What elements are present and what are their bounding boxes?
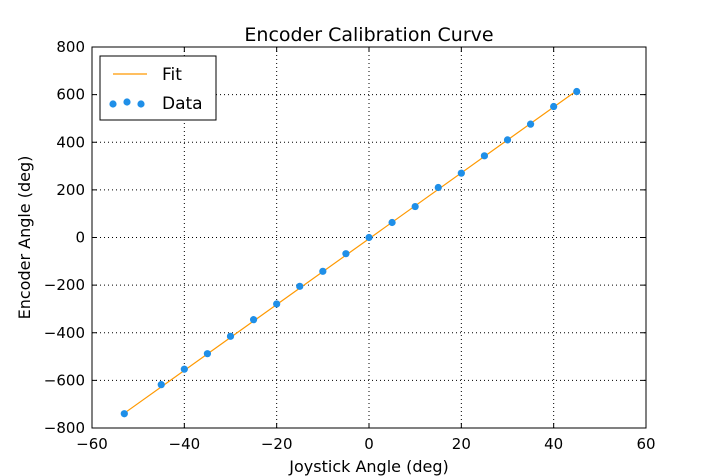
chart-title: Encoder Calibration Curve	[244, 24, 493, 46]
legend-data-swatch	[123, 98, 131, 106]
legend: Fit Data	[99, 55, 217, 121]
x-axis-label: Joystick Angle (deg)	[288, 457, 448, 476]
x-tick-label: 0	[364, 435, 374, 453]
y-tick-label: 600	[56, 86, 85, 104]
data-point	[180, 365, 188, 373]
y-tick-label: 0	[75, 229, 85, 247]
data-point	[120, 410, 128, 418]
y-tick-label: 200	[56, 181, 85, 199]
x-tick-label: −40	[169, 435, 201, 453]
y-tick-label: −400	[44, 324, 85, 342]
y-tick-label: 800	[56, 38, 85, 56]
data-point	[550, 102, 558, 111]
data-point	[388, 218, 396, 227]
legend-data-swatch	[137, 100, 145, 108]
data-point	[157, 381, 165, 389]
data-point	[526, 120, 535, 128]
x-tick-label: −20	[261, 435, 293, 453]
x-tick-label: 40	[544, 435, 563, 453]
y-tick-label: −600	[44, 371, 85, 389]
data-point	[319, 267, 327, 275]
data-point	[273, 300, 281, 308]
legend-data-label: Data	[162, 94, 203, 114]
data-point	[457, 169, 465, 177]
y-axis-label: Encoder Angle (deg)	[15, 156, 34, 320]
data-point	[573, 87, 581, 96]
data-point	[411, 202, 419, 211]
x-tick-label: −60	[76, 435, 108, 453]
fit-line	[123, 90, 578, 414]
y-tick-label: −800	[44, 419, 85, 437]
data-point	[342, 250, 350, 258]
x-tick-label: 60	[636, 435, 655, 453]
data-point	[503, 136, 512, 144]
legend-box	[99, 55, 217, 121]
y-tick-label: −200	[44, 276, 85, 294]
data-point	[203, 350, 212, 358]
data-point	[296, 282, 304, 290]
legend-data-swatch	[109, 100, 117, 108]
legend-fit-label: Fit	[162, 65, 182, 85]
data-point	[480, 152, 489, 160]
x-tick-label: 20	[452, 435, 471, 453]
y-tick-label: 400	[56, 133, 85, 151]
ticks: −60 −40 −20 0 20 40 60−800−600−400−20002004006…	[44, 38, 656, 453]
series-layer	[120, 87, 581, 418]
data-point	[434, 183, 442, 192]
data-point	[226, 332, 235, 340]
data-point	[249, 316, 258, 324]
data-point	[365, 233, 373, 242]
